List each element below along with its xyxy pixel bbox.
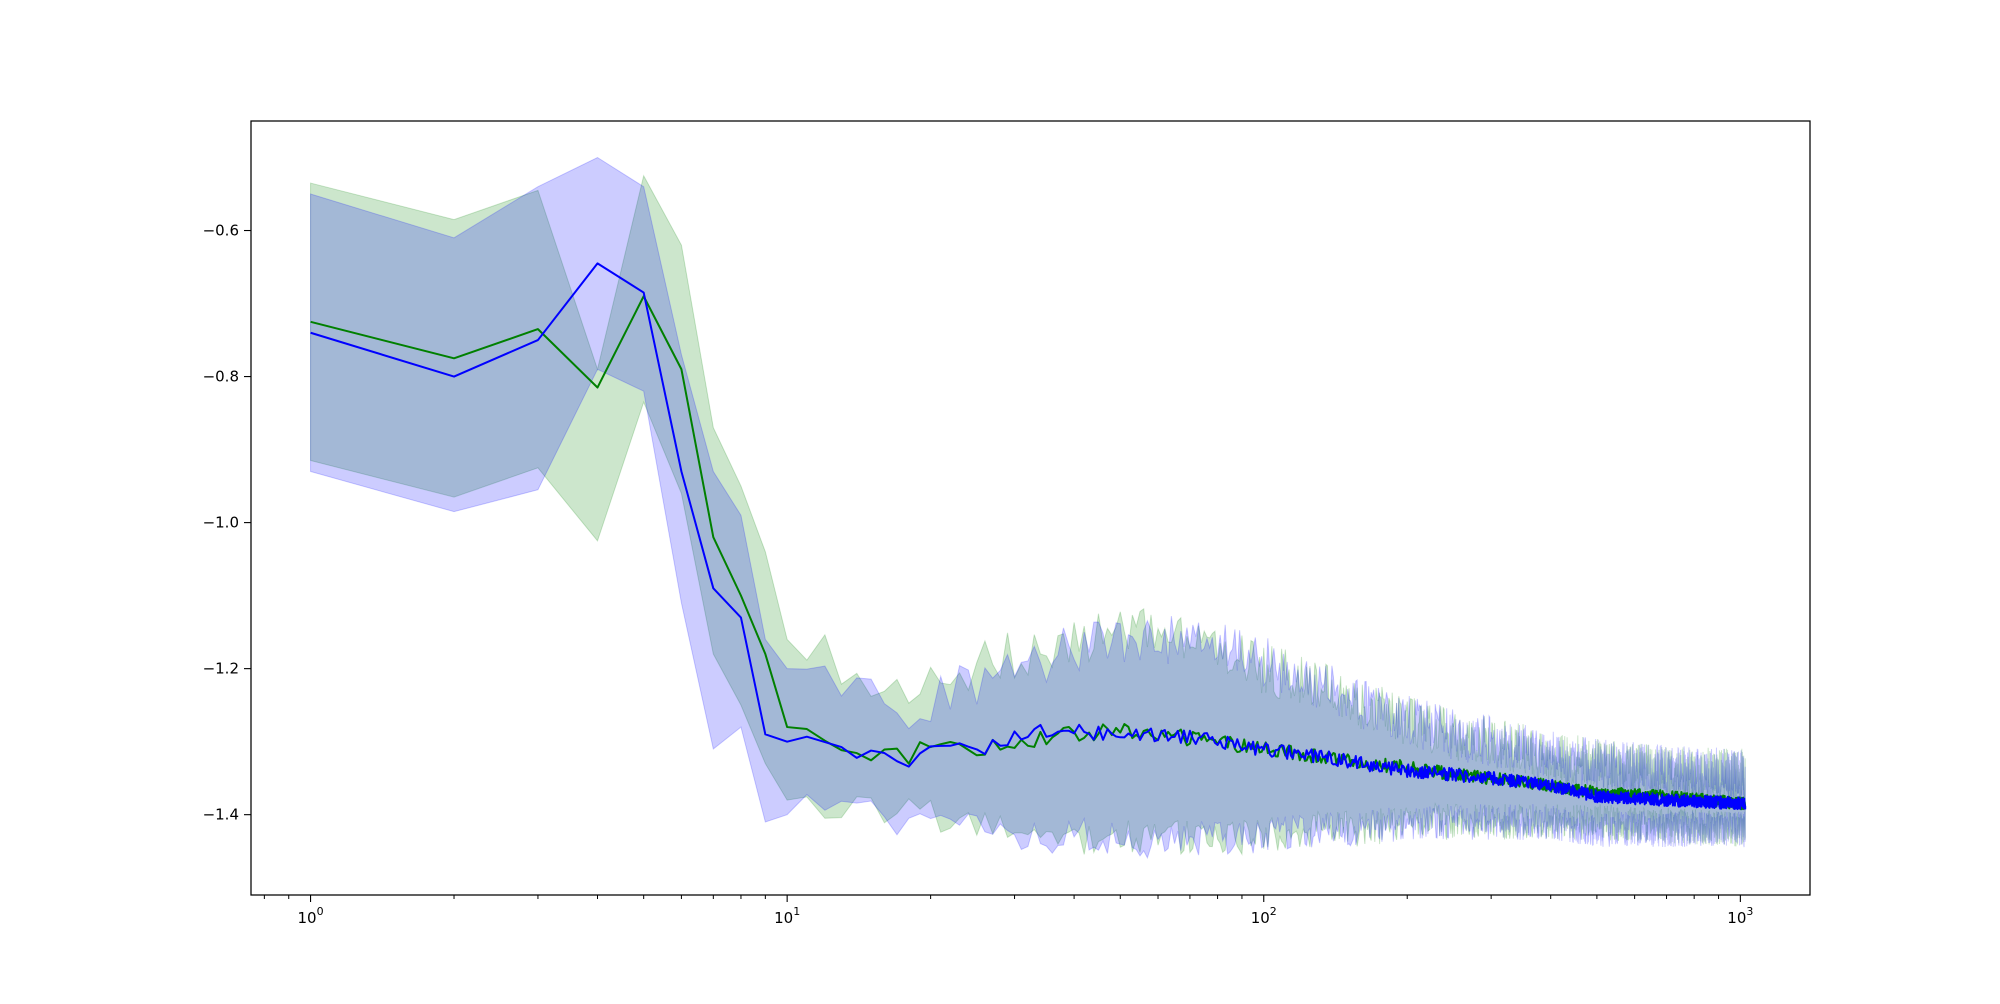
x-tick-label-exponent: 0 [317,905,324,918]
x-tick-label-base: 10 [1727,909,1746,927]
x-tick-label-base: 10 [774,909,793,927]
x-tick-label: 101 [774,905,800,927]
series-1-band [310,156,1746,860]
x-tick-label-exponent: 3 [1746,905,1753,918]
y-axis: −1.4 −1.2 −1.0 −0.8 −0.6 [203,222,251,824]
x-tick-label-base: 10 [1251,909,1270,927]
y-tick-label: −1.0 [203,514,239,532]
x-tick-label: 102 [1251,905,1277,927]
series-lines [310,262,1747,811]
x-tick-label-exponent: 2 [1270,905,1277,918]
y-tick-label: −1.2 [203,660,239,678]
x-tick-label: 103 [1727,905,1753,927]
plot-area-frame [250,120,1811,896]
series-1-line [310,262,1747,811]
y-tick-label: −0.8 [203,368,239,386]
x-axis: 100 101 102 103 [263,895,1753,927]
confidence-bands [310,156,1746,860]
x-tick-label: 100 [297,905,323,927]
x-tick-label-base: 10 [297,909,316,927]
y-tick-label: −0.6 [203,222,239,240]
y-tick-label: −1.4 [203,806,239,824]
x-tick-label-exponent: 1 [793,905,800,918]
